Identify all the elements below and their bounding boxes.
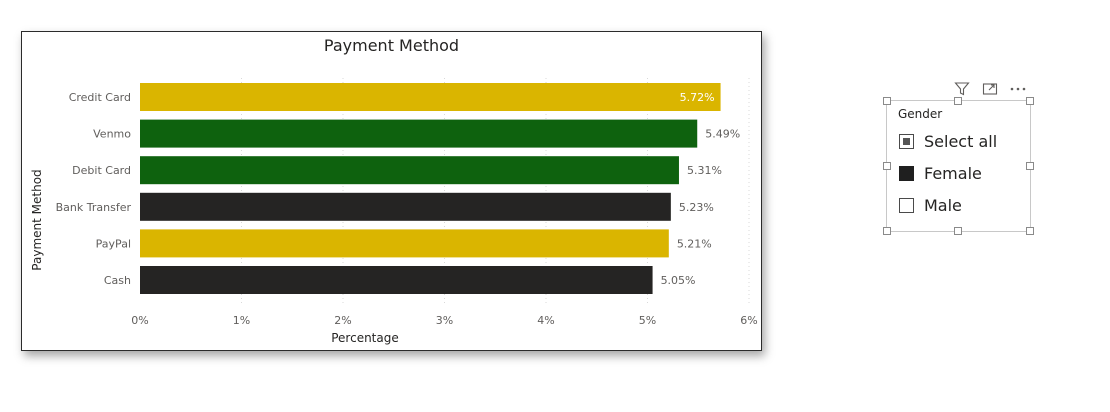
category-label: Debit Card bbox=[72, 164, 131, 177]
chart-title: Payment Method bbox=[323, 36, 460, 55]
x-tick-label: 5% bbox=[639, 314, 656, 327]
x-tick-label: 1% bbox=[233, 314, 250, 327]
more-options-icon[interactable] bbox=[1008, 80, 1028, 98]
slicer-item-female[interactable]: Female bbox=[899, 163, 982, 183]
data-label: 5.21% bbox=[677, 237, 712, 250]
category-label: Cash bbox=[104, 274, 131, 287]
resize-handle-top[interactable] bbox=[954, 97, 962, 105]
payment-method-chart[interactable]: Payment Method Payment Method Percentage… bbox=[21, 31, 762, 351]
unchecked-checkbox-icon[interactable] bbox=[899, 197, 914, 213]
category-label: Bank Transfer bbox=[56, 201, 132, 214]
x-axis-title: Percentage bbox=[331, 331, 399, 345]
bar[interactable] bbox=[140, 229, 669, 258]
resize-handle-bottom[interactable] bbox=[954, 227, 962, 235]
x-tick-label: 4% bbox=[537, 314, 554, 327]
resize-handle-left[interactable] bbox=[883, 162, 891, 170]
resize-handle-top-right[interactable] bbox=[1026, 97, 1034, 105]
x-tick-label: 2% bbox=[334, 314, 351, 327]
category-label: Credit Card bbox=[69, 91, 131, 104]
bar[interactable] bbox=[140, 192, 671, 221]
data-label: 5.49% bbox=[705, 128, 740, 141]
bar[interactable] bbox=[140, 83, 721, 111]
data-label: 5.05% bbox=[661, 274, 696, 287]
bar[interactable] bbox=[140, 156, 679, 185]
resize-handle-top-left[interactable] bbox=[883, 97, 891, 105]
bar[interactable] bbox=[140, 119, 698, 148]
focus-mode-icon[interactable] bbox=[980, 80, 1000, 98]
slicer-item-label: Male bbox=[924, 195, 962, 215]
x-tick-label: 3% bbox=[436, 314, 453, 327]
resize-handle-bottom-right[interactable] bbox=[1026, 227, 1034, 235]
x-tick-label: 0% bbox=[131, 314, 148, 327]
gender-slicer[interactable]: Gender Select all Female Male bbox=[883, 97, 1034, 235]
data-label: 5.23% bbox=[679, 201, 714, 214]
data-label: 5.72% bbox=[680, 91, 715, 104]
slicer-item-label: Female bbox=[924, 163, 982, 183]
category-label: PayPal bbox=[96, 237, 131, 250]
slicer-header: Gender bbox=[898, 107, 943, 121]
bar-plot-area: 0% 1% 2% 3% 4% 5% 6% Credit Card 5.72% Venmo 5.49%… bbox=[56, 78, 758, 327]
x-tick-label: 6% bbox=[740, 314, 757, 327]
filter-icon[interactable] bbox=[952, 80, 972, 98]
bar[interactable] bbox=[140, 266, 653, 294]
slicer-item-select-all[interactable]: Select all bbox=[899, 131, 997, 151]
partial-checkbox-icon[interactable] bbox=[899, 133, 914, 149]
data-label: 5.31% bbox=[687, 164, 722, 177]
slicer-visual-header bbox=[952, 80, 1028, 98]
category-label: Venmo bbox=[93, 128, 131, 141]
checked-checkbox-icon[interactable] bbox=[899, 165, 914, 181]
slicer-item-label: Select all bbox=[924, 131, 998, 151]
resize-handle-right[interactable] bbox=[1026, 162, 1034, 170]
resize-handle-bottom-left[interactable] bbox=[883, 227, 891, 235]
slicer-item-male[interactable]: Male bbox=[899, 195, 962, 215]
